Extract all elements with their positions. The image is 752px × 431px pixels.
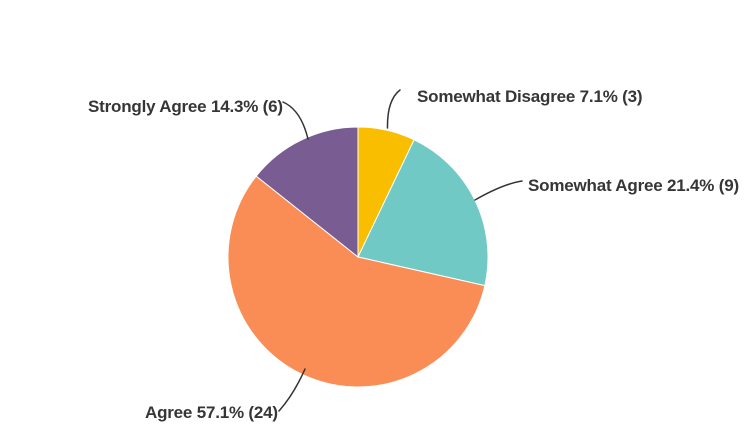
pie-slice-strongly-agree: [255, 126, 359, 258]
callout-label-somewhat-disagree: Somewhat Disagree 7.1% (3): [417, 87, 643, 106]
callout-label-somewhat-agree: Somewhat Agree 21.4% (9): [528, 176, 739, 195]
callout-label-strongly-agree: Strongly Agree 14.3% (6): [88, 97, 283, 116]
leader-line-somewhat-agree: [474, 180, 523, 201]
leader-line-agree: [278, 368, 306, 412]
leader-lines: [278, 89, 523, 412]
pie-slices: [227, 126, 489, 388]
callout-label-agree: Agree 57.1% (24): [145, 403, 278, 422]
leader-line-strongly-agree: [282, 101, 309, 140]
leader-line-somewhat-disagree: [386, 89, 401, 129]
